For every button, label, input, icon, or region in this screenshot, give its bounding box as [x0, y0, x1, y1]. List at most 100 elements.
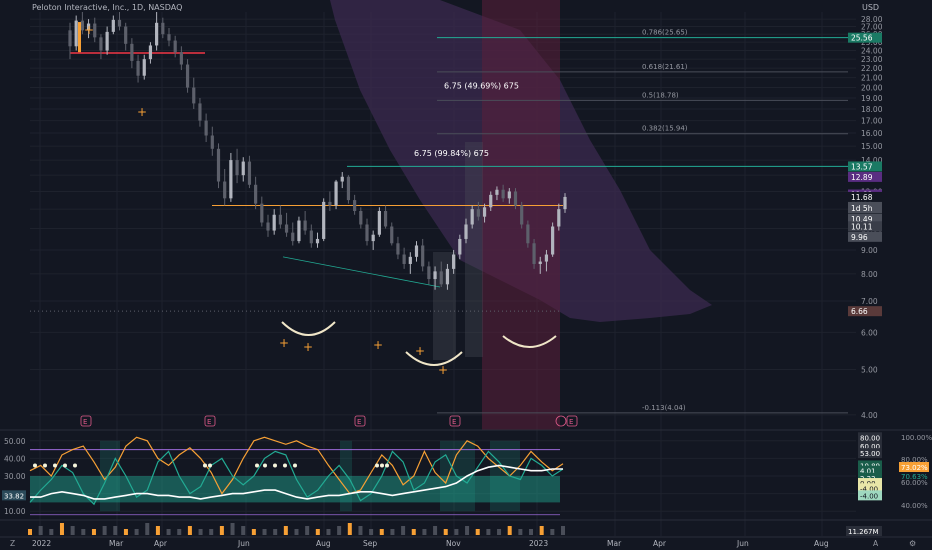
- time-tick-label: Jun: [237, 539, 250, 548]
- osc-pct-label: 40.00%: [901, 502, 928, 510]
- osc-left-tag-label: 33.82: [4, 492, 24, 500]
- price-tag: [848, 213, 882, 224]
- osc-right-tag-label: 80.00: [860, 434, 880, 442]
- volume-bar: [422, 529, 427, 535]
- candle-body: [155, 22, 159, 46]
- osc-pct-tag: [899, 462, 929, 472]
- candle-body: [105, 31, 109, 51]
- volume-bar: [187, 526, 192, 535]
- time-tick-label: Mar: [607, 539, 622, 548]
- volume-bar: [81, 529, 86, 535]
- osc-right-tag: [858, 441, 882, 452]
- volume-tag: [846, 526, 882, 536]
- candle-body: [173, 40, 177, 53]
- osc-right-tag-label: -4.00: [860, 485, 878, 493]
- price-tag: [848, 32, 882, 43]
- candle-body: [427, 266, 431, 280]
- osc-series-line: [29, 436, 564, 495]
- y-tick-label: 18.00: [861, 105, 883, 114]
- time-tick-label: 2022: [32, 539, 51, 548]
- event-marker-label: E: [207, 418, 211, 426]
- volume-bar: [486, 529, 491, 535]
- candle-body: [359, 210, 363, 225]
- volume-bar: [155, 526, 160, 535]
- candle-body: [377, 210, 381, 235]
- volume-bar: [443, 529, 448, 535]
- volume-bar: [49, 529, 54, 535]
- candle-body: [421, 245, 425, 267]
- y-tick-label: 8.00: [861, 270, 878, 279]
- volume-bar: [273, 529, 278, 535]
- measure-label: 6.75 (49.69%) 675: [444, 82, 519, 91]
- pattern-arc-right: [502, 335, 557, 348]
- osc-right-tag: [858, 432, 882, 443]
- event-marker-circle: [555, 415, 567, 427]
- y-tick-label: 15.00: [861, 142, 883, 151]
- candle-body: [526, 224, 530, 244]
- time-tick-label: Sep: [363, 539, 377, 548]
- highlight-candle: [78, 22, 81, 53]
- volume-bar: [102, 526, 107, 535]
- cross-marker: +: [415, 344, 425, 358]
- candle-body: [272, 214, 276, 231]
- candle-body: [74, 20, 78, 47]
- candle-body: [291, 232, 295, 242]
- candle-body: [229, 160, 233, 199]
- osc-dot: [43, 463, 47, 468]
- candle-body: [284, 224, 289, 233]
- cross-marker: +: [84, 23, 94, 37]
- y-tick-label: 22.00: [861, 64, 883, 73]
- osc-right-tag: [858, 460, 882, 471]
- candle-body: [241, 161, 245, 176]
- y-tick-label: 9.00: [861, 246, 878, 255]
- price-tag-label: 6.66: [851, 307, 868, 316]
- candle-body: [396, 243, 400, 255]
- candle-body: [334, 181, 338, 206]
- y-tick-label: 27.00: [861, 23, 883, 32]
- osc-pct-label: 60.00%: [901, 479, 928, 487]
- fib-level-label: 0.618(21.61): [642, 63, 688, 71]
- osc-dot: [208, 463, 212, 468]
- osc-dot: [283, 463, 287, 468]
- pattern-arc-left: [281, 321, 336, 336]
- volume-bar: [507, 526, 512, 535]
- candle-body: [185, 64, 190, 88]
- osc-right-tag-label: 53.00: [860, 450, 880, 458]
- candle-body: [452, 254, 456, 269]
- candle-body: [544, 254, 549, 262]
- candle-body: [551, 226, 555, 255]
- osc-dot: [73, 463, 77, 468]
- volume-bar: [411, 529, 416, 535]
- candle-body: [520, 205, 524, 225]
- osc-right-tag: [858, 478, 882, 489]
- cross-marker: +: [137, 105, 147, 119]
- volume-bar: [561, 526, 565, 535]
- osc-dot: [293, 463, 297, 468]
- candle-body: [86, 23, 91, 31]
- candle-body: [390, 226, 394, 244]
- volume-bar: [251, 529, 256, 535]
- chart-title: Peloton Interactive, Inc., 1D, NASDAQ: [32, 3, 183, 12]
- osc-right-tag-label: 4.01: [860, 468, 876, 476]
- volume-bar: [475, 529, 480, 535]
- y-tick-label: 7.00: [861, 297, 878, 306]
- candle-body: [210, 135, 214, 149]
- volume-bar: [529, 529, 534, 535]
- candle-body: [513, 191, 518, 206]
- volume-bar: [465, 526, 470, 535]
- volume-bar: [401, 526, 406, 535]
- candle-body: [216, 148, 221, 182]
- candle-body: [538, 261, 542, 264]
- y-tick-label: 14.00: [861, 156, 883, 165]
- pattern-arc-head: [405, 351, 463, 366]
- y-tick-label: 25.00: [861, 38, 883, 47]
- candle-body: [322, 201, 326, 239]
- candle-body: [266, 222, 270, 231]
- candle-body: [68, 30, 72, 47]
- osc-dot: [263, 463, 267, 468]
- fib-level-label: -0.113(4.04): [642, 404, 686, 412]
- corner-label: Z: [10, 539, 15, 548]
- volume-bar: [262, 529, 267, 535]
- osc-dot: [273, 463, 277, 468]
